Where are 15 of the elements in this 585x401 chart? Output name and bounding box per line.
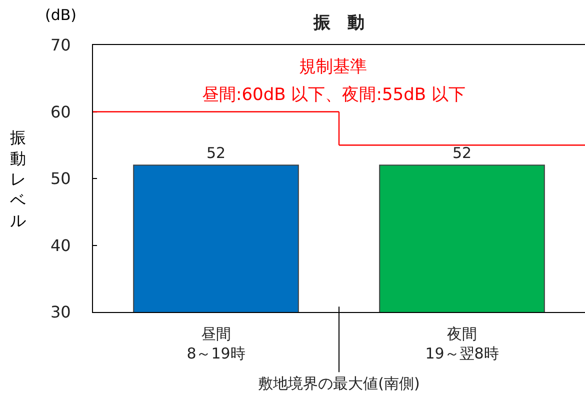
annotation: 昼間:60dB 以下、夜間:55dB 以下	[202, 85, 466, 105]
text: (dB)	[45, 6, 77, 24]
y-axis-title: 振動レベル	[10, 128, 26, 230]
data-label: 52	[206, 144, 226, 162]
data-label: 52	[452, 144, 472, 162]
y-tick-label: 40	[50, 236, 71, 255]
x-axis-title: 敷地境界の最大値(南側)	[258, 374, 420, 392]
x-tick-label: 昼間 8～19時	[186, 325, 246, 362]
x-tick-label: 夜間 19～翌8時	[425, 325, 499, 362]
annotation: 規制基準	[299, 57, 367, 77]
y-tick-label: 70	[50, 36, 71, 55]
chart-title: 振 動	[312, 12, 364, 33]
y-tick-label: 50	[50, 169, 71, 188]
y-tick-label: 60	[50, 102, 71, 122]
y-tick-label: 30	[50, 302, 71, 322]
